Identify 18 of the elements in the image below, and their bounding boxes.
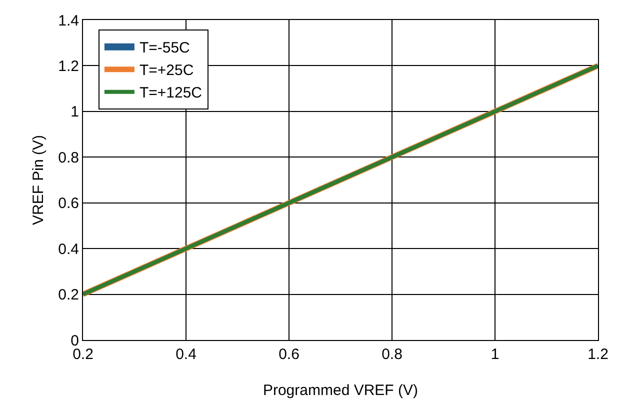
legend-label: T=-55C — [139, 40, 190, 57]
x-axis-title: Programmed VREF (V) — [262, 382, 418, 399]
y-axis-title: VREF Pin (V) — [30, 134, 47, 226]
x-tick-label: 1 — [490, 346, 500, 363]
y-tick-label: 0.2 — [58, 286, 79, 304]
legend-label: T=+25C — [139, 62, 194, 80]
x-tick-label: 1.2 — [588, 346, 608, 363]
y-tick-label: 0.8 — [58, 149, 79, 166]
y-tick-label: 0.6 — [58, 195, 79, 212]
x-tick-label: 0.8 — [382, 346, 402, 363]
legend-label: T=+125C — [139, 84, 202, 102]
x-tick-label: 0.4 — [176, 346, 196, 363]
x-tick-label: 0.6 — [278, 346, 300, 363]
y-tick-label: 1.4 — [58, 12, 79, 30]
y-tick-label: 0.4 — [58, 240, 79, 258]
y-tick-label: 1 — [70, 104, 79, 121]
y-tick-label: 1.2 — [58, 58, 79, 75]
y-tick-label: 0 — [70, 332, 79, 350]
